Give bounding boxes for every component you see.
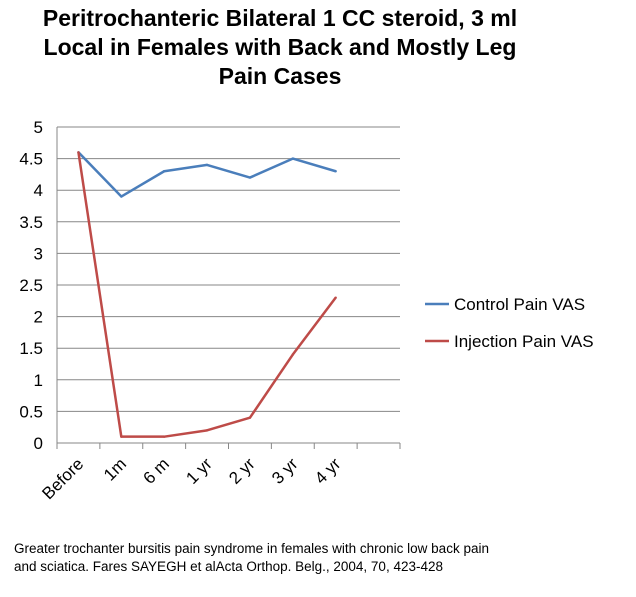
- x-tick-label: Before: [38, 454, 87, 503]
- y-tick-label: 1.5: [19, 339, 43, 358]
- x-tick-label: 4 yr: [311, 454, 345, 488]
- data-point: [248, 416, 252, 419]
- y-tick-label: 2.5: [19, 276, 43, 295]
- data-point: [248, 176, 252, 179]
- x-tick-label: 2 yr: [225, 454, 259, 488]
- data-point: [205, 163, 209, 167]
- y-tick-label: 0: [34, 434, 43, 453]
- data-point: [291, 157, 295, 160]
- caption-line-1: Greater trochanter bursitis pain syndrom…: [14, 541, 489, 556]
- x-tick-label: 3 yr: [268, 454, 302, 488]
- y-tick-label: 1: [34, 371, 43, 390]
- data-point: [77, 151, 80, 154]
- source-caption: Greater trochanter bursitis pain syndrom…: [14, 540, 626, 576]
- data-point: [334, 296, 337, 299]
- legend-label-2: Injection Pain VAS: [454, 332, 594, 351]
- chart-title-line-1: Peritrochanteric Bilateral 1 CC steroid,…: [42, 5, 518, 31]
- y-tick-label: 4: [34, 181, 43, 200]
- caption-line-2: and sciatica. Fares SAYEGH et alActa Ort…: [14, 559, 443, 574]
- data-point: [205, 429, 209, 432]
- chart-title-line-2: Local in Females with Back and Mostly Le…: [43, 34, 517, 60]
- y-tick-label: 3: [34, 244, 43, 263]
- chart-title-line-3: Pain Cases: [218, 63, 342, 89]
- y-tick-label: 5: [34, 118, 43, 137]
- chart-title: Peritrochanteric Bilateral 1 CC steroid,…: [0, 4, 560, 91]
- x-tick-label: 1 yr: [182, 454, 216, 488]
- y-tick-label: 4.5: [19, 150, 43, 169]
- data-point: [162, 435, 166, 438]
- data-point: [334, 170, 337, 173]
- y-tick-label: 0.5: [19, 402, 43, 421]
- data-point: [120, 435, 123, 438]
- legend-label-1: Control Pain VAS: [454, 295, 585, 314]
- data-point: [291, 353, 295, 356]
- data-point: [162, 170, 166, 173]
- data-point: [120, 195, 123, 198]
- y-tick-label: 3.5: [19, 213, 43, 232]
- x-tick-label: 1m: [100, 454, 130, 484]
- series-line-2: [77, 152, 337, 438]
- x-tick-label: 6 m: [140, 454, 173, 487]
- y-tick-label: 2: [34, 308, 43, 327]
